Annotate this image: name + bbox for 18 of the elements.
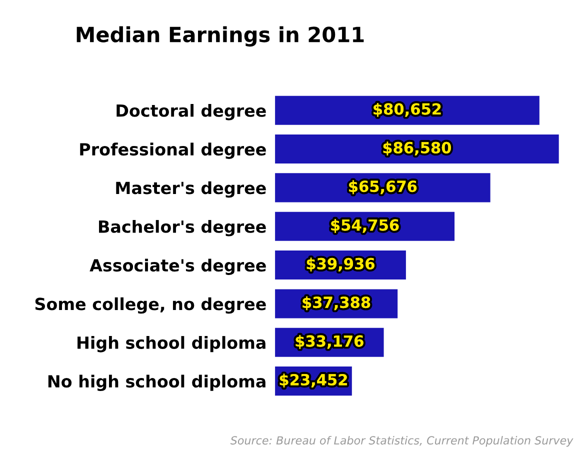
- y-tick-label: High school diploma: [78, 336, 266, 352]
- y-tick-label: Master's degree: [116, 181, 266, 198]
- data-label: $23,452: [280, 374, 347, 388]
- chart-title: Median Earnings in 2011: [76, 26, 364, 47]
- y-tick-label: Professional degree: [80, 142, 266, 159]
- source-note: Source: Bureau of Labor Statistics, Current Population Survey: [230, 436, 574, 447]
- data-label: $80,652: [374, 102, 441, 117]
- y-tick-label: No high school diploma: [48, 374, 266, 391]
- y-tick-label: Bachelor's degree: [99, 220, 266, 236]
- y-tick-label: Some college, no degree: [35, 297, 266, 314]
- data-label: $54,756: [331, 218, 399, 233]
- data-label: $37,388: [302, 296, 370, 310]
- data-label: $33,176: [296, 334, 364, 349]
- data-label: $86,580: [383, 142, 451, 156]
- y-tick-label: Doctoral degree: [116, 104, 266, 120]
- data-label: $65,676: [349, 180, 417, 194]
- data-label: $39,936: [306, 258, 374, 272]
- y-tick-label: Associate's degree: [90, 258, 266, 275]
